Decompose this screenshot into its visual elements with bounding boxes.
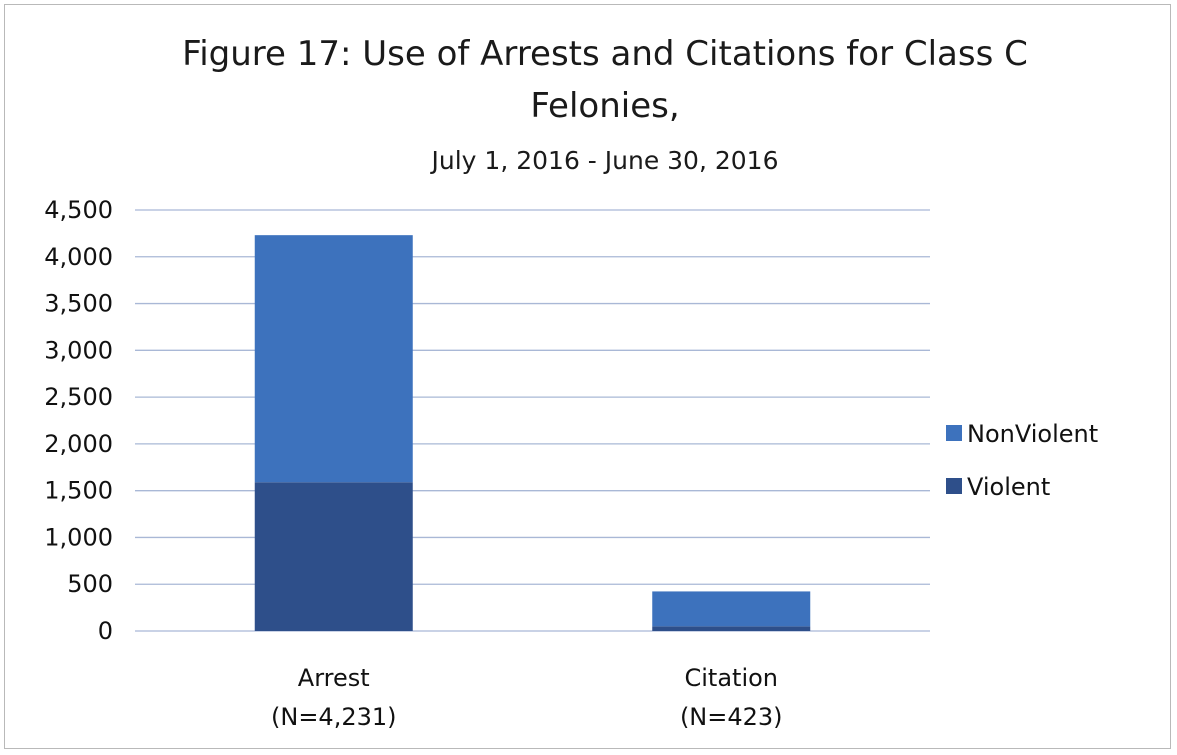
y-tick-label: 2,500 — [44, 383, 113, 411]
bar-nonviolent-1 — [652, 591, 811, 627]
legend-label-nonviolent: NonViolent — [967, 420, 1098, 448]
legend-label-violent: Violent — [967, 473, 1050, 501]
legend: NonViolent Violent — [946, 420, 1098, 501]
y-tick-label: 1,500 — [44, 477, 113, 505]
y-axis-ticks: 0 500 1,000 1,500 2,000 2,500 3,000 3,500 4,000 4… — [44, 196, 113, 645]
bars — [254, 235, 811, 631]
chart-title-line-1: Figure 17: Use of Arrests and Citations … — [182, 34, 1028, 74]
gridlines — [135, 209, 930, 632]
x-category-label: Citation — [684, 664, 778, 692]
y-tick-label: 4,500 — [44, 196, 113, 224]
y-tick-label: 3,000 — [44, 336, 113, 364]
y-tick-label: 1,000 — [44, 523, 113, 551]
legend-swatch-nonviolent — [946, 425, 962, 441]
bar-violent-0 — [254, 482, 413, 631]
y-tick-label: 2,000 — [44, 430, 113, 458]
x-category-label: Arrest — [298, 664, 370, 692]
legend-swatch-violent — [946, 478, 962, 494]
chart-frame: Figure 17: Use of Arrests and Citations … — [4, 4, 1171, 749]
chart-subtitle: July 1, 2016 - June 30, 2016 — [430, 146, 779, 175]
y-tick-label: 500 — [67, 570, 113, 598]
y-tick-label: 4,000 — [44, 243, 113, 271]
bar-nonviolent-0 — [254, 235, 413, 483]
chart-svg: Figure 17: Use of Arrests and Citations … — [44, 34, 1098, 731]
x-category-label: (N=4,231) — [271, 703, 397, 731]
y-tick-label: 0 — [98, 617, 113, 645]
y-tick-label: 3,500 — [44, 290, 113, 318]
x-category-label: (N=423) — [680, 703, 783, 731]
bar-violent-1 — [652, 626, 811, 631]
chart-title-group: Figure 17: Use of Arrests and Citations … — [182, 34, 1028, 175]
chart-title-line-2: Felonies, — [530, 86, 679, 126]
x-axis-labels: Arrest (N=4,231) Citation (N=423) — [271, 664, 783, 731]
